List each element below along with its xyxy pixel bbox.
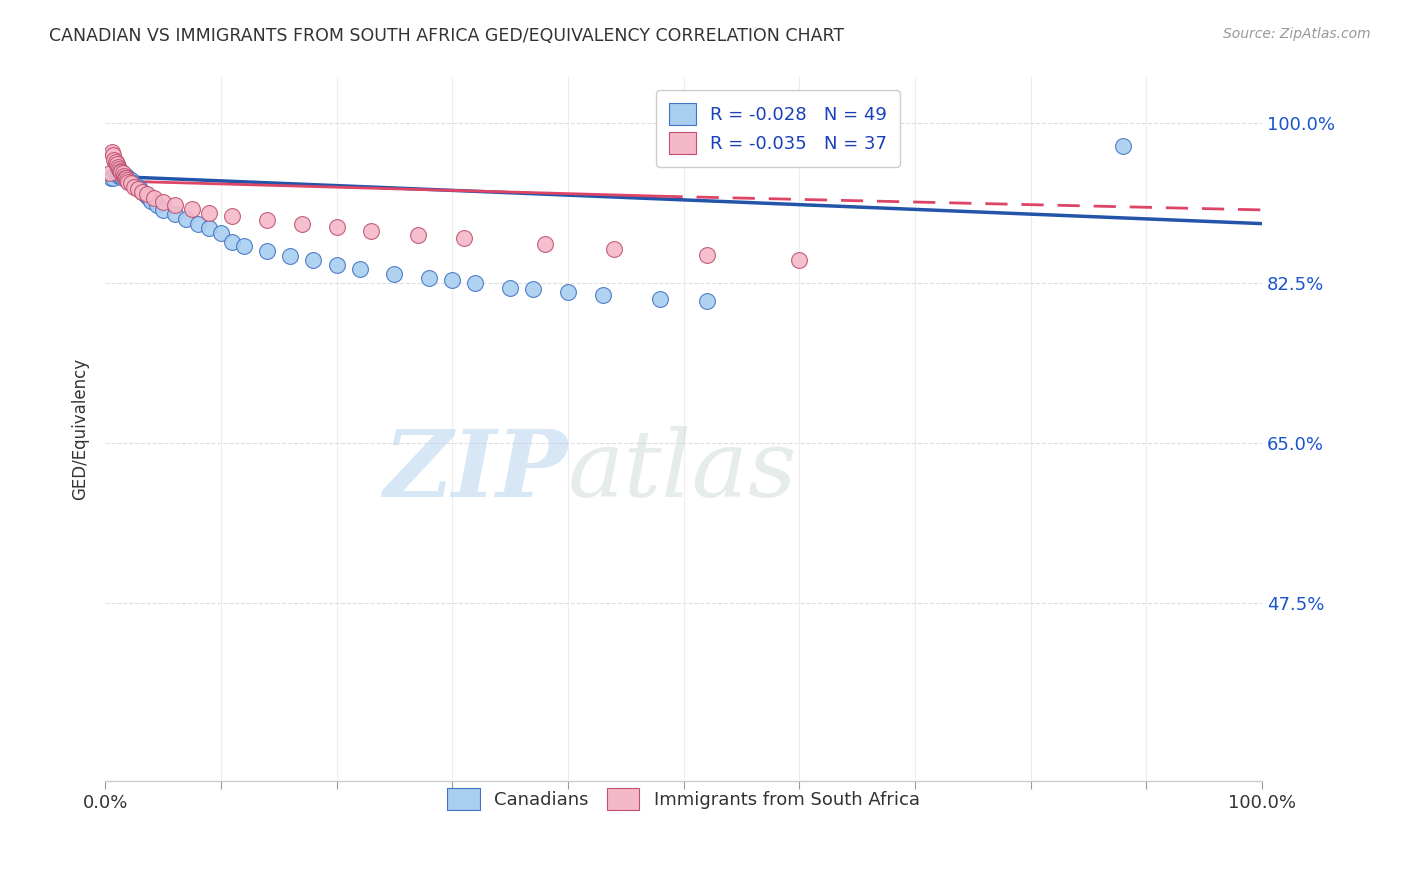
Point [101, 145, 124, 160]
Point [110, 163, 132, 178]
Point [114, 170, 136, 185]
Point [98, 166, 121, 180]
Point [127, 182, 149, 196]
Point [256, 244, 278, 258]
Point [291, 217, 314, 231]
Point [650, 292, 672, 306]
Point [103, 170, 125, 185]
Point [108, 169, 131, 183]
Point [107, 160, 129, 174]
Point [278, 249, 301, 263]
Point [464, 276, 486, 290]
Point [115, 173, 138, 187]
Text: CANADIAN VS IMMIGRANTS FROM SOUTH AFRICA GED/EQUIVALENCY CORRELATION CHART: CANADIAN VS IMMIGRANTS FROM SOUTH AFRICA… [49, 27, 845, 45]
Point [122, 176, 145, 190]
Legend: Canadians, Immigrants from South Africa: Canadians, Immigrants from South Africa [433, 774, 934, 825]
Point [1112, 139, 1135, 153]
Point [221, 210, 243, 224]
Point [163, 207, 186, 221]
Point [115, 169, 138, 183]
Point [787, 253, 810, 268]
Text: Source: ZipAtlas.com: Source: ZipAtlas.com [1223, 27, 1371, 41]
Point [117, 170, 139, 185]
Point [533, 236, 555, 251]
Point [129, 182, 152, 196]
Text: atlas: atlas [568, 426, 797, 516]
Point [557, 285, 579, 300]
Point [146, 198, 169, 212]
Point [105, 157, 128, 171]
Point [112, 168, 135, 182]
Point [325, 258, 347, 272]
Point [522, 282, 544, 296]
Point [127, 180, 149, 194]
Point [114, 169, 136, 184]
Point [142, 191, 165, 205]
Point [124, 178, 146, 193]
Point [110, 167, 132, 181]
Point [122, 180, 145, 194]
Text: ZIP: ZIP [384, 426, 568, 516]
Point [103, 153, 125, 167]
Point [115, 170, 138, 185]
Point [134, 187, 156, 202]
Point [110, 169, 132, 183]
Point [103, 148, 125, 162]
Point [696, 248, 718, 262]
Point [360, 224, 382, 238]
Point [111, 166, 134, 180]
Point [302, 253, 325, 268]
Point [105, 166, 128, 180]
Point [112, 169, 135, 183]
Point [131, 185, 153, 199]
Point [174, 212, 197, 227]
Point [325, 220, 347, 235]
Point [256, 213, 278, 227]
Point [198, 221, 221, 235]
Point [163, 198, 186, 212]
Point [104, 154, 127, 169]
Point [221, 235, 243, 249]
Point [138, 191, 160, 205]
Point [100, 170, 122, 185]
Point [152, 202, 174, 217]
Point [152, 194, 174, 209]
Point [120, 173, 142, 187]
Point [107, 168, 129, 182]
Point [603, 242, 626, 256]
Point [110, 165, 132, 179]
Point [418, 271, 440, 285]
Point [104, 166, 127, 180]
Y-axis label: GED/Equivalency: GED/Equivalency [72, 359, 89, 500]
Point [131, 185, 153, 199]
Point [111, 170, 134, 185]
Point [135, 187, 157, 202]
Point [117, 175, 139, 189]
Point [209, 226, 232, 240]
Point [141, 194, 163, 208]
Point [453, 231, 475, 245]
Point [384, 267, 406, 281]
Point [592, 288, 614, 302]
Point [441, 273, 464, 287]
Point [499, 280, 522, 294]
Point [187, 217, 209, 231]
Point [406, 227, 429, 242]
Point [198, 205, 221, 219]
Point [181, 202, 204, 216]
Point [696, 294, 718, 309]
Point [108, 161, 131, 176]
Point [349, 262, 371, 277]
Point [135, 189, 157, 203]
Point [233, 239, 256, 253]
Point [115, 170, 138, 185]
Point [120, 177, 142, 191]
